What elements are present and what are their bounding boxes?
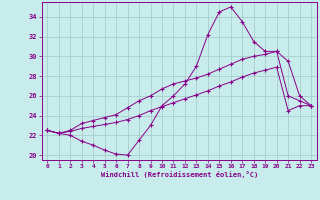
X-axis label: Windchill (Refroidissement éolien,°C): Windchill (Refroidissement éolien,°C): [100, 171, 258, 178]
